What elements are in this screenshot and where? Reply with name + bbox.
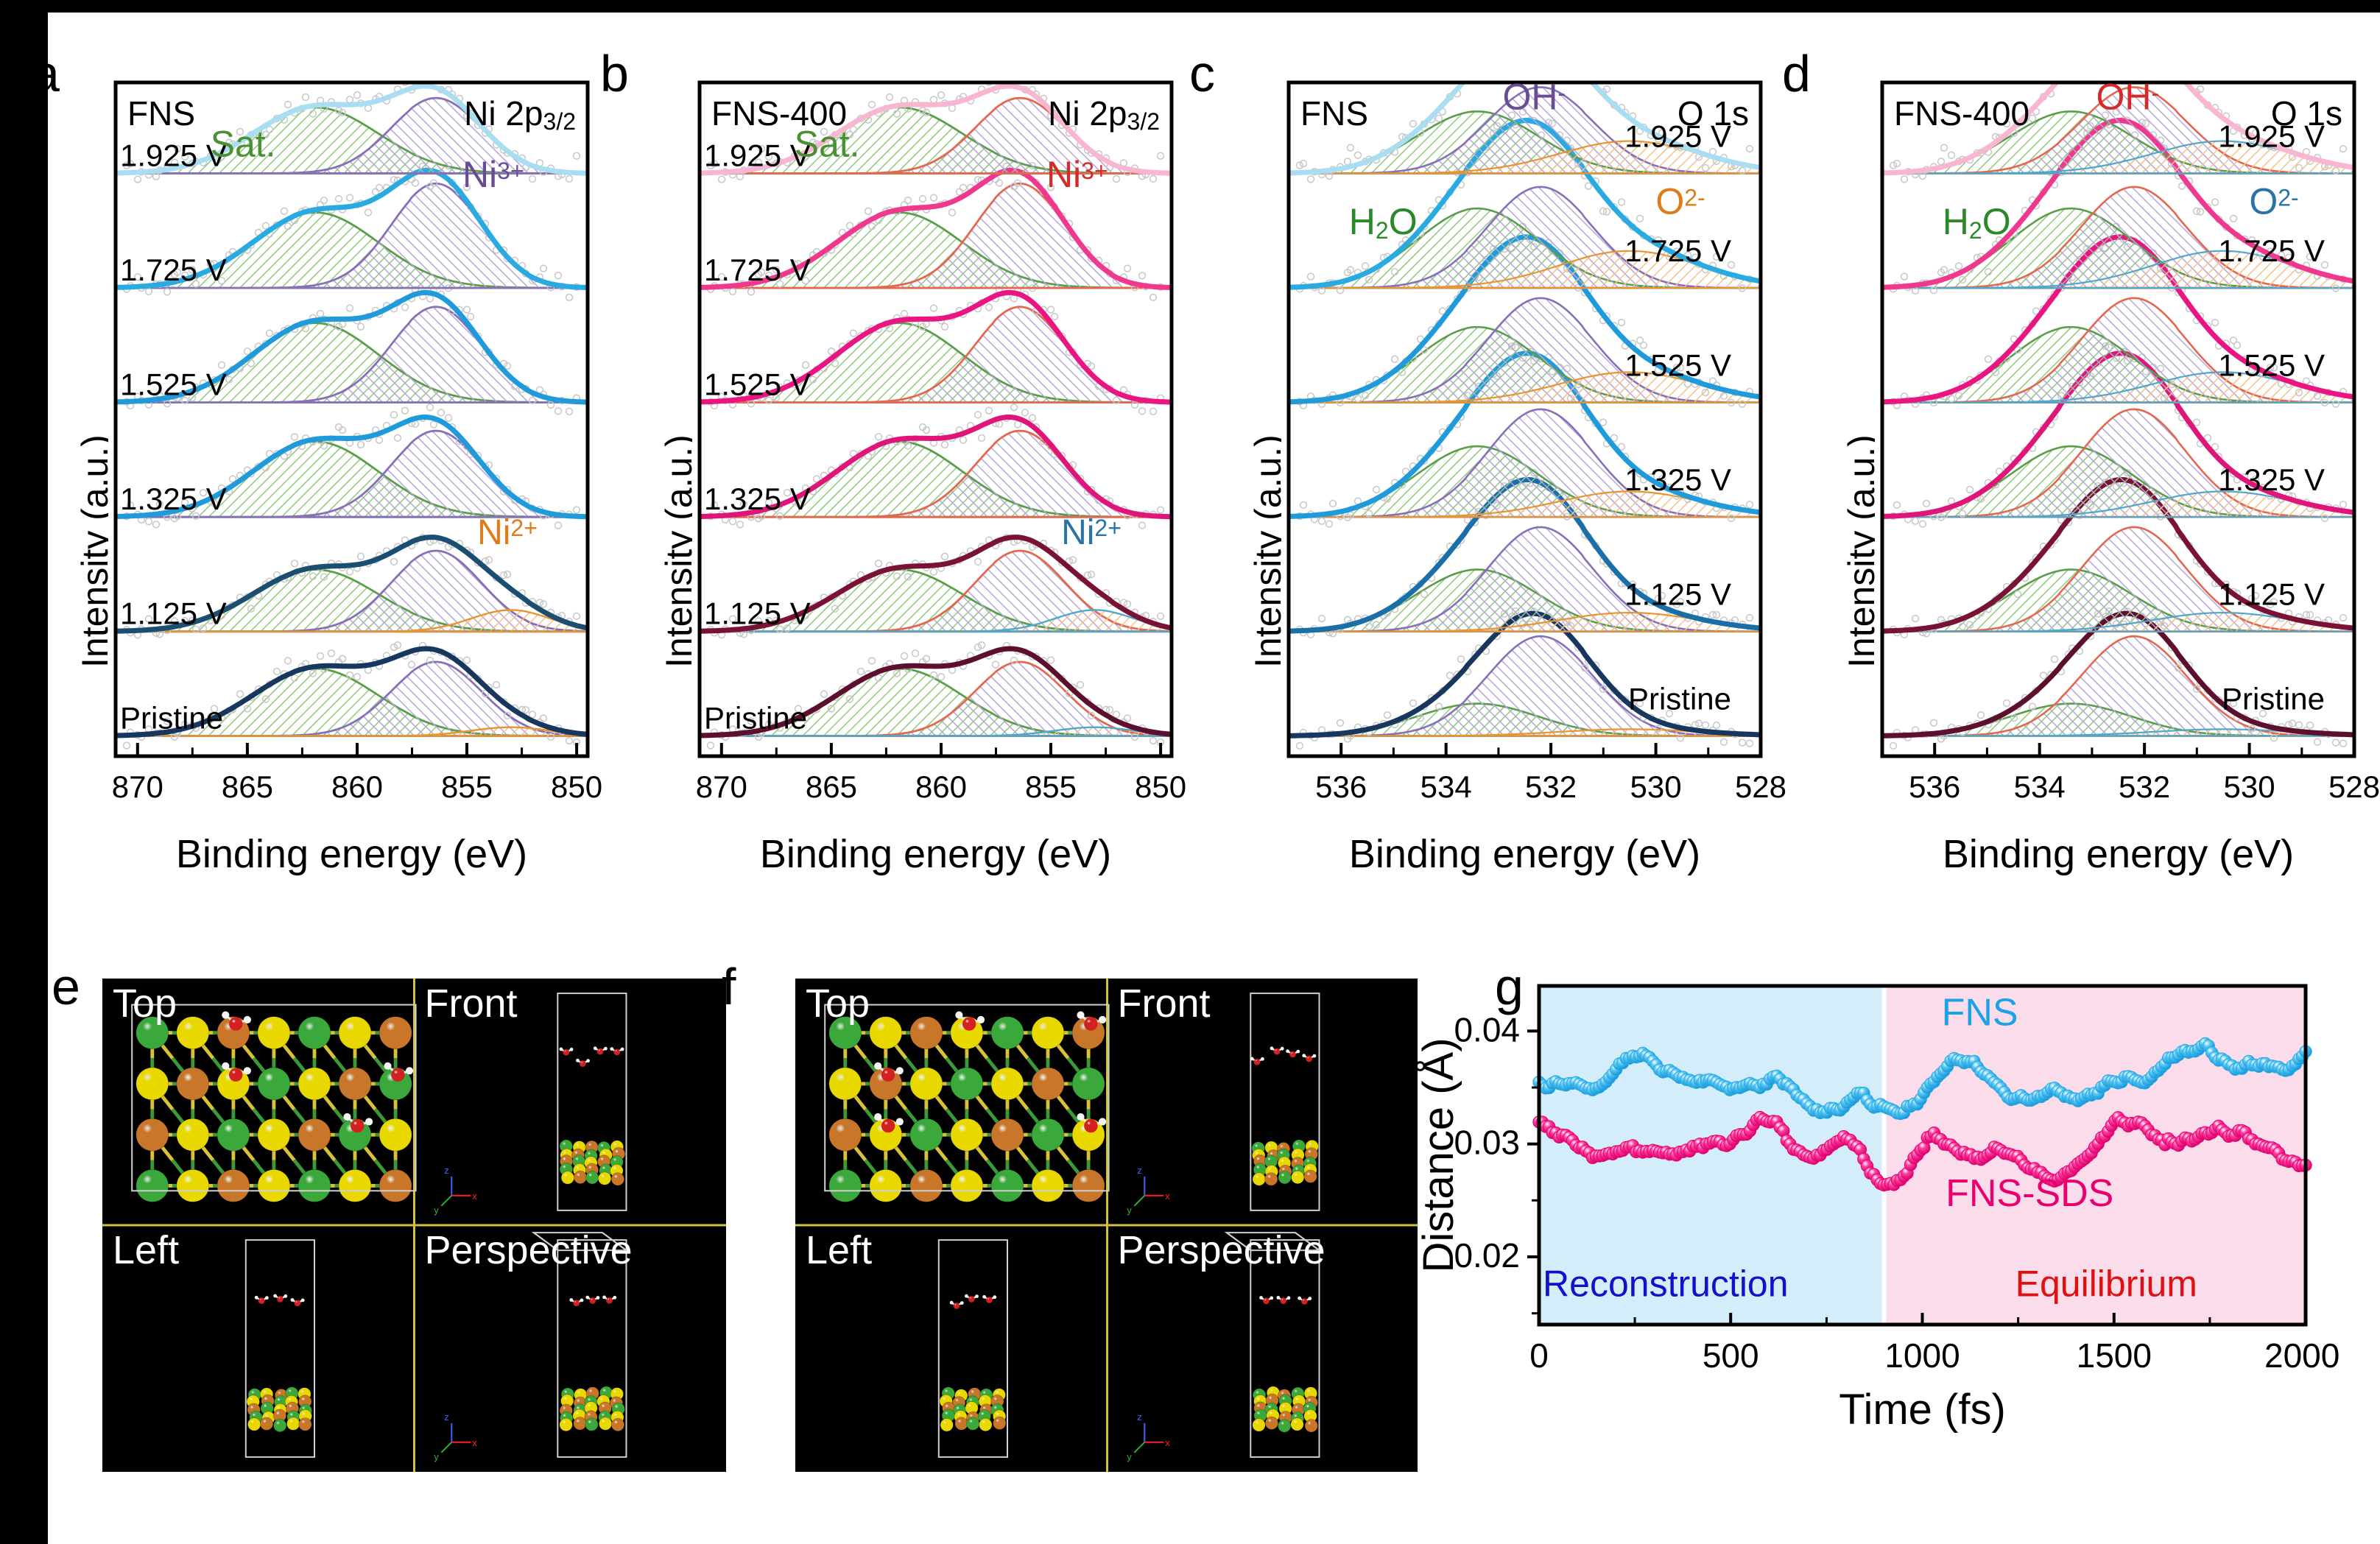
svg-text:850: 850: [551, 769, 602, 804]
svg-text:850: 850: [1135, 769, 1186, 804]
svg-text:Top: Top: [113, 981, 177, 1026]
svg-text:FNS: FNS: [127, 94, 195, 133]
svg-text:528: 528: [1735, 769, 1786, 804]
svg-text:Pristine: Pristine: [1628, 682, 1731, 716]
svg-text:Binding energy (eV): Binding energy (eV): [176, 832, 527, 876]
svg-text:1.725 V: 1.725 V: [2218, 233, 2325, 268]
svg-text:1500: 1500: [2077, 1336, 2152, 1375]
svg-text:528: 528: [2328, 769, 2380, 804]
svg-text:855: 855: [1025, 769, 1077, 804]
svg-text:0: 0: [1529, 1336, 1549, 1375]
svg-text:Front: Front: [1118, 981, 1211, 1026]
svg-text:y: y: [1127, 1451, 1132, 1462]
svg-text:870: 870: [696, 769, 747, 804]
svg-text:1.525 V: 1.525 V: [120, 367, 227, 402]
svg-text:534: 534: [2014, 769, 2066, 804]
svg-text:1.525 V: 1.525 V: [1624, 348, 1731, 383]
svg-text:Binding energy (eV): Binding energy (eV): [1349, 832, 1700, 876]
svg-text:y: y: [434, 1205, 439, 1216]
svg-text:530: 530: [1630, 769, 1682, 804]
svg-text:x: x: [1165, 1437, 1170, 1448]
svg-text:Front: Front: [425, 981, 518, 1026]
svg-text:z: z: [1137, 1411, 1142, 1423]
svg-text:Equilibrium: Equilibrium: [2015, 1263, 2197, 1305]
svg-text:Reconstruction: Reconstruction: [1543, 1263, 1789, 1305]
svg-text:860: 860: [331, 769, 383, 804]
svg-text:Pristine: Pristine: [704, 701, 807, 736]
svg-text:O 1s: O 1s: [2271, 94, 2342, 133]
svg-text:x: x: [472, 1191, 477, 1202]
svg-text:Distance (Å): Distance (Å): [1418, 1037, 1462, 1272]
svg-text:x: x: [472, 1437, 477, 1448]
svg-text:Pristine: Pristine: [120, 701, 223, 736]
svg-text:x: x: [1165, 1191, 1170, 1202]
svg-text:532: 532: [2119, 769, 2170, 804]
svg-text:1000: 1000: [1884, 1336, 1960, 1375]
svg-text:865: 865: [806, 769, 857, 804]
svg-text:Perspective: Perspective: [425, 1228, 633, 1272]
svg-text:536: 536: [1909, 769, 1960, 804]
svg-text:z: z: [444, 1165, 449, 1176]
svg-text:y: y: [434, 1451, 439, 1462]
svg-text:1.725 V: 1.725 V: [120, 253, 227, 287]
svg-text:870: 870: [112, 769, 163, 804]
svg-text:0.03: 0.03: [1454, 1124, 1520, 1162]
svg-text:1.725 V: 1.725 V: [1624, 233, 1731, 268]
svg-text:Left: Left: [806, 1228, 872, 1272]
svg-text:z: z: [1137, 1165, 1142, 1176]
svg-text:OH-: OH-: [2096, 77, 2159, 118]
svg-text:1.325 V: 1.325 V: [704, 482, 811, 516]
svg-text:1.525 V: 1.525 V: [704, 367, 811, 402]
svg-text:FNS-SDS: FNS-SDS: [1946, 1172, 2113, 1215]
svg-text:855: 855: [441, 769, 493, 804]
svg-text:1.125 V: 1.125 V: [120, 596, 227, 631]
svg-text:OH-: OH-: [1502, 77, 1566, 118]
svg-text:Time (fs): Time (fs): [1839, 1386, 2006, 1434]
svg-text:1.125 V: 1.125 V: [1624, 577, 1731, 612]
svg-text:1.325 V: 1.325 V: [120, 482, 227, 516]
svg-text:532: 532: [1525, 769, 1577, 804]
svg-text:1.125 V: 1.125 V: [704, 596, 811, 631]
svg-text:FNS: FNS: [1300, 94, 1368, 133]
svg-text:1.325 V: 1.325 V: [2218, 462, 2325, 497]
svg-text:1.325 V: 1.325 V: [1624, 462, 1731, 497]
svg-text:FNS-400: FNS-400: [1894, 94, 2029, 133]
svg-text:z: z: [444, 1411, 449, 1423]
svg-text:y: y: [1127, 1205, 1132, 1216]
svg-text:FNS: FNS: [1942, 992, 2018, 1034]
svg-text:Binding energy (eV): Binding energy (eV): [760, 832, 1111, 876]
svg-text:1.525 V: 1.525 V: [2218, 348, 2325, 383]
svg-text:500: 500: [1703, 1336, 1759, 1375]
svg-text:Top: Top: [806, 981, 870, 1026]
svg-text:534: 534: [1420, 769, 1472, 804]
svg-text:536: 536: [1315, 769, 1367, 804]
svg-text:2000: 2000: [2264, 1336, 2339, 1375]
svg-text:1.125 V: 1.125 V: [2218, 577, 2325, 612]
svg-text:530: 530: [2224, 769, 2275, 804]
svg-text:O 1s: O 1s: [1677, 94, 1749, 133]
svg-text:0.02: 0.02: [1454, 1236, 1520, 1275]
svg-text:0.04: 0.04: [1454, 1010, 1520, 1048]
svg-text:860: 860: [915, 769, 967, 804]
svg-text:1.725 V: 1.725 V: [704, 253, 811, 287]
svg-text:Left: Left: [113, 1228, 179, 1272]
svg-text:865: 865: [222, 769, 273, 804]
svg-text:Perspective: Perspective: [1118, 1228, 1325, 1272]
svg-text:Sat.: Sat.: [211, 124, 276, 165]
svg-text:Binding energy (eV): Binding energy (eV): [1943, 832, 2294, 876]
svg-text:Sat.: Sat.: [795, 124, 860, 165]
svg-text:Pristine: Pristine: [2222, 682, 2325, 716]
